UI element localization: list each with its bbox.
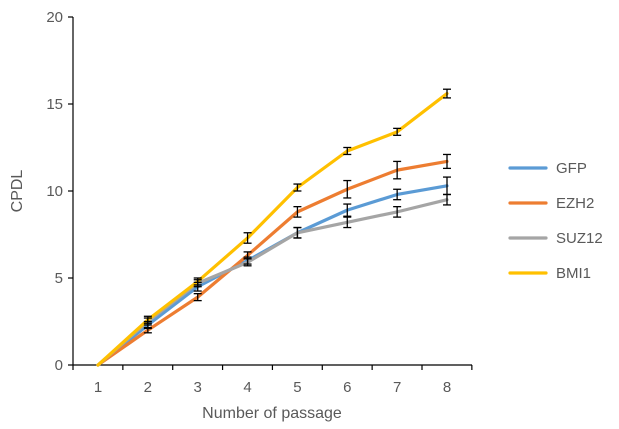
x-tick-label: 2 — [144, 379, 152, 396]
y-tick-label: 0 — [55, 357, 63, 374]
y-tick-label: 5 — [55, 270, 63, 287]
x-tick-label: 7 — [393, 379, 401, 396]
series-line-suz12 — [96, 198, 449, 367]
legend-label-suz12: SUZ12 — [556, 230, 603, 247]
series-layer — [96, 91, 449, 367]
x-tick-label: 5 — [293, 379, 301, 396]
legend-label-ezh2: EZH2 — [556, 195, 594, 212]
y-tick-label: 15 — [46, 96, 63, 113]
series-line-bmi1 — [96, 91, 449, 367]
y-axis-title: CPDL — [9, 170, 26, 213]
x-tick-label: 3 — [194, 379, 202, 396]
x-tick-label: 8 — [443, 379, 451, 396]
y-tick-label: 20 — [46, 9, 63, 26]
x-tick-label: 4 — [243, 379, 251, 396]
ticks: 0 5 10 15 20 1 2 3 4 5 6 7 8 — [46, 9, 473, 396]
series-line-ezh2 — [96, 159, 449, 367]
errorbar-layer — [143, 88, 451, 334]
x-axis-title: Number of passage — [202, 405, 342, 422]
x-tick-label: 6 — [343, 379, 351, 396]
y-tick-label: 10 — [46, 183, 63, 200]
legend: GFP EZH2 SUZ12 BMI1 — [508, 160, 603, 282]
x-tick-label: 1 — [94, 379, 102, 396]
legend-label-gfp: GFP — [556, 160, 587, 177]
legend-label-bmi1: BMI1 — [556, 265, 591, 282]
